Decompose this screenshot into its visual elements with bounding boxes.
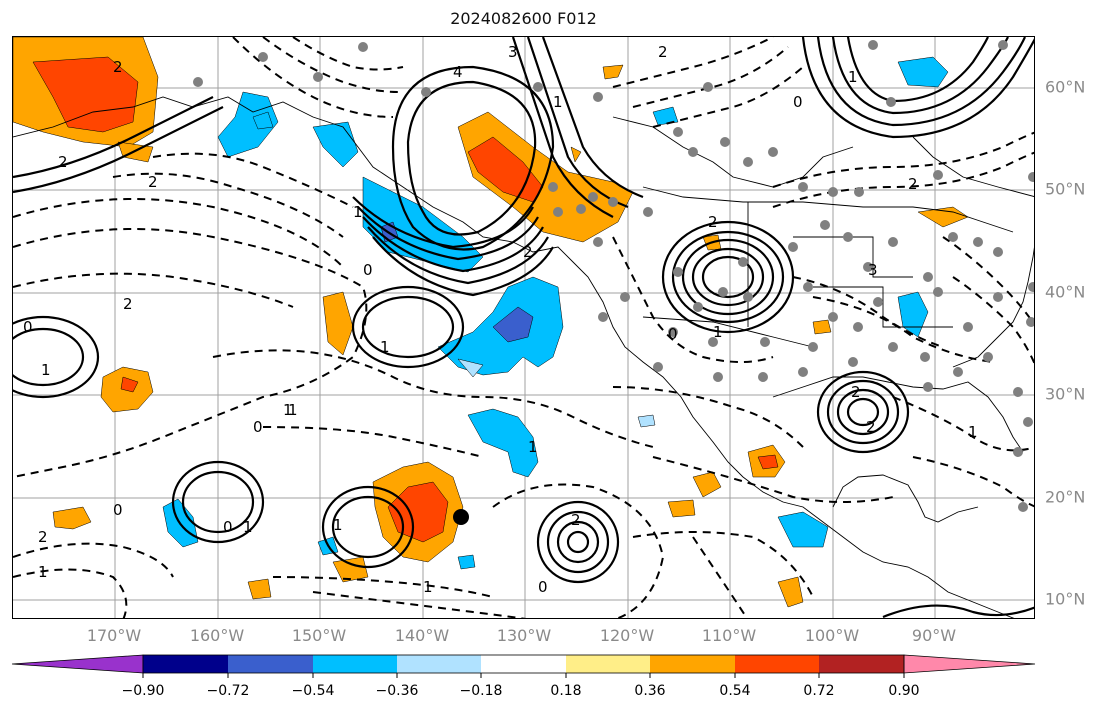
contour-label: 2	[123, 295, 133, 313]
map-panel: 2 2 2 0 1 2 1 0 1 0 1 2 1 0 0 2 1 1 3 2 …	[12, 36, 1035, 619]
colorbar-tick-label: −0.36	[375, 683, 419, 699]
contour-label: 2	[58, 153, 68, 171]
lat-label: 60°N	[1045, 77, 1086, 97]
contour-label: 1	[423, 578, 433, 596]
contour-label: 2	[571, 511, 581, 529]
contour-label: 1	[380, 338, 390, 356]
contour-label: 0	[253, 418, 263, 436]
colorbar-segment	[228, 655, 313, 673]
map-title: 2024082600 F012	[450, 9, 597, 28]
contour-label: 1	[968, 423, 978, 441]
colorbar-tick-label: 0.18	[550, 683, 582, 699]
contour-label: 1	[333, 516, 343, 534]
contour-label: 0	[793, 93, 803, 111]
colorbar-segment	[11, 654, 144, 674]
lon-label: 120°W	[599, 626, 655, 645]
contour-labels: 2 2 2 0 1 2 1 0 1 0 1 2 1 0 0 2 1 1 3 2 …	[23, 43, 978, 596]
colorbar-segment	[819, 655, 904, 673]
lat-label: 50°N	[1045, 179, 1086, 199]
colorbar-segment	[566, 655, 650, 673]
colorbar-segment	[313, 655, 397, 673]
coastlines	[13, 96, 1034, 618]
lon-label: 110°W	[701, 626, 757, 645]
lon-label: 160°W	[189, 626, 245, 645]
map-canvas: 2 2 2 0 1 2 1 0 1 0 1 2 1 0 0 2 1 1 3 2 …	[13, 37, 1034, 618]
colorbar-tick-label: −0.90	[121, 683, 165, 699]
contour-label: 0	[538, 578, 548, 596]
contour-label: 1	[288, 401, 298, 419]
contour-label: 1	[713, 323, 723, 341]
solid-contours	[13, 37, 1034, 618]
colorbar-segments	[11, 654, 1036, 678]
colorbar-segment	[735, 655, 819, 673]
colorbar-tick-label: −0.54	[291, 683, 335, 699]
colorbar-segment	[481, 655, 566, 673]
colorbar-tick-label: −0.72	[206, 683, 250, 699]
colorbar-tick-label: 0.72	[803, 683, 835, 699]
contour-label: 0	[668, 325, 678, 343]
lon-label: 90°W	[911, 626, 957, 645]
graticule	[13, 37, 1034, 618]
contour-label: 3	[508, 43, 518, 61]
colorbar-segment	[397, 655, 481, 673]
contour-label: 1	[848, 68, 858, 86]
contour-label: 2	[148, 173, 158, 191]
contour-label: 0	[363, 261, 373, 279]
lat-label: 40°N	[1045, 282, 1086, 302]
dashed-contours	[13, 37, 1034, 618]
contour-label: 2	[523, 243, 533, 261]
contour-label: 4	[453, 63, 463, 81]
colorbar-frame	[142, 654, 905, 674]
colorbar-segment	[650, 655, 735, 673]
contour-label: 2	[113, 58, 123, 76]
contour-label: 1	[528, 438, 538, 456]
contour-label: 0	[113, 501, 123, 519]
lon-label: 140°W	[394, 626, 450, 645]
lon-label: 150°W	[291, 626, 347, 645]
station-dots	[193, 40, 1034, 512]
anomaly-fills	[13, 37, 969, 608]
contour-label: 2	[708, 213, 718, 231]
contour-label: 1	[38, 563, 48, 581]
lon-label: 170°W	[86, 626, 142, 645]
contour-label: 2	[851, 383, 861, 401]
lon-label: 130°W	[496, 626, 552, 645]
contour-label: 0	[223, 518, 233, 536]
lon-label: 100°W	[804, 626, 860, 645]
lat-label: 30°N	[1045, 384, 1086, 404]
contour-label: 2	[658, 43, 668, 61]
colorbar-tick-label: 0.36	[634, 683, 666, 699]
contour-label: 0	[23, 318, 33, 336]
contour-label: 1	[353, 203, 363, 221]
lat-label: 20°N	[1045, 487, 1086, 507]
contour-label: 3	[868, 261, 878, 279]
contour-label: 1	[243, 518, 253, 536]
contour-label: 2	[38, 528, 48, 546]
contour-label: 1	[41, 361, 51, 379]
contour-label: 2	[908, 175, 918, 193]
colorbar-segment	[143, 655, 228, 673]
colorbar-tick-label: 0.90	[888, 683, 920, 699]
storm-center-marker	[453, 509, 469, 525]
contour-label: 2	[866, 418, 876, 436]
contour-label: 1	[553, 93, 563, 111]
lat-label: 10°N	[1045, 589, 1086, 609]
contour-label: 1	[283, 401, 293, 419]
colorbar-segment	[903, 654, 1036, 674]
colorbar-tick-label: −0.18	[459, 683, 503, 699]
colorbar-tick-label: 0.54	[719, 683, 751, 699]
